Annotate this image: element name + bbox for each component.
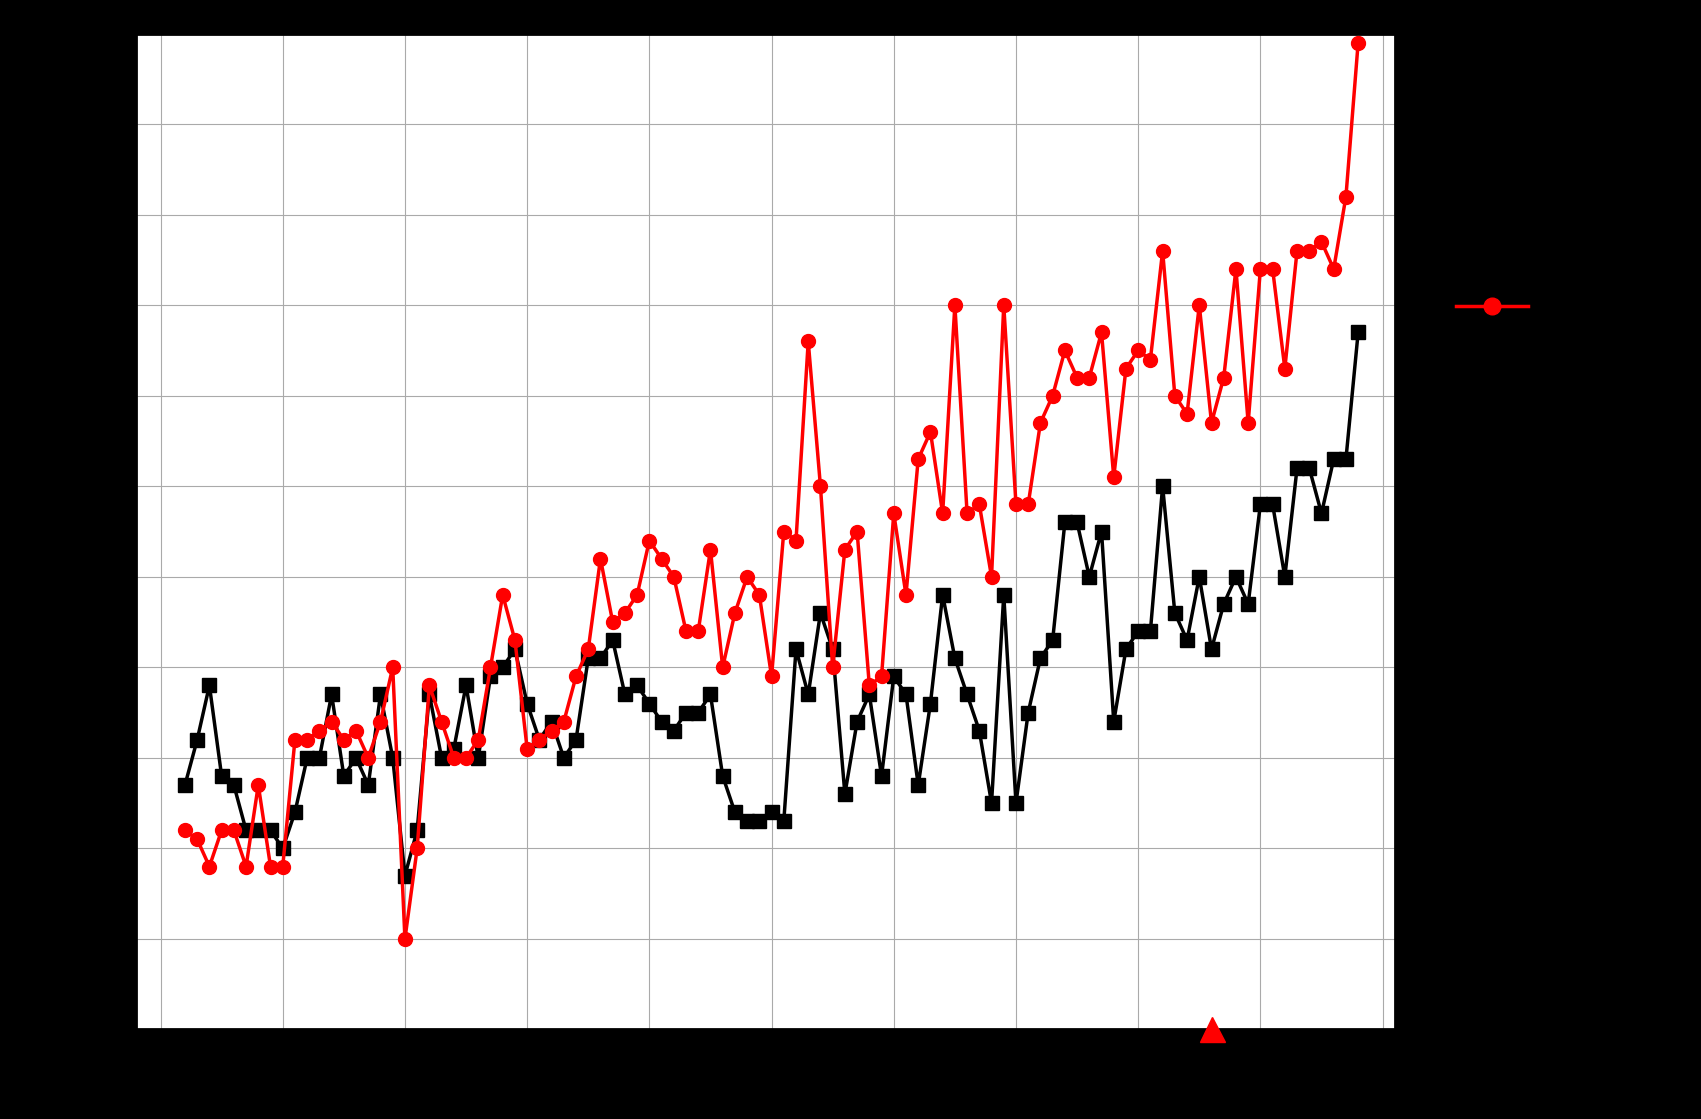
X-axis label: （年）: （年）: [738, 1081, 793, 1110]
Legend: 東京, 15地点: 東京, 15地点: [1437, 271, 1665, 467]
